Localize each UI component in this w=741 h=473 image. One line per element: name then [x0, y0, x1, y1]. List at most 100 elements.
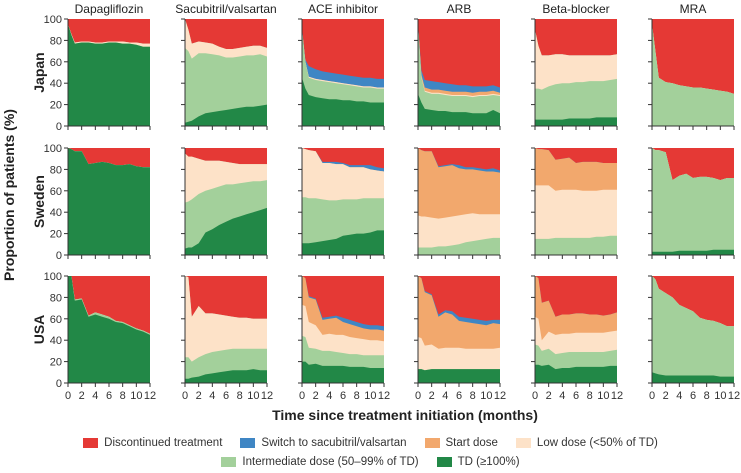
legend-label: TD (≥100%) [457, 456, 520, 468]
x-tick-label: 12 [494, 390, 506, 402]
x-tick-label: 6 [573, 390, 579, 402]
x-tick-label: 10 [480, 390, 492, 402]
x-tick-label: 12 [378, 390, 390, 402]
x-tick-label: 10 [714, 390, 726, 402]
row-label: USA [31, 315, 47, 345]
x-tick-label: 8 [237, 390, 243, 402]
x-axis-title: Time since treatment initiation (months) [272, 407, 538, 423]
legend-row-2: Intermediate dose (50–99% of TD) TD (≥10… [0, 454, 741, 470]
legend-label: Low dose (<50% of TD) [536, 437, 658, 449]
x-tick-label: 0 [415, 390, 421, 402]
area-intermediate [418, 24, 500, 126]
y-tick-label: 0 [56, 121, 62, 133]
x-tick-label: 6 [106, 390, 112, 402]
area-intermediate [652, 148, 734, 255]
x-tick-label: 2 [429, 390, 435, 402]
area-td [68, 148, 150, 255]
legend-swatch [424, 438, 440, 448]
x-tick-label: 0 [532, 390, 538, 402]
panel [414, 18, 501, 130]
x-tick-label: 0 [65, 390, 71, 402]
panel [648, 18, 735, 130]
area-td [418, 93, 500, 126]
area-td [652, 249, 734, 255]
y-tick-label: 0 [56, 250, 62, 262]
x-tick-label: 12 [144, 390, 156, 402]
x-tick-label: 4 [326, 390, 332, 402]
x-tick-label: 2 [196, 390, 202, 402]
y-tick-label: 60 [50, 57, 62, 69]
column-title: Dapagliflozin [75, 2, 144, 16]
x-tick-label: 4 [676, 390, 682, 402]
legend: Discontinued treatment Switch to sacubit… [0, 435, 741, 473]
panel: 0 2 4 6 8 10 12 [181, 275, 273, 402]
area-td [535, 117, 617, 126]
x-tick-label: 4 [442, 390, 448, 402]
x-tick-label: 4 [559, 390, 565, 402]
legend-label: Start dose [445, 437, 498, 449]
area-intermediate [185, 47, 267, 126]
y-tick-label: 20 [50, 229, 62, 241]
y-tick-label: 40 [50, 78, 62, 90]
y-tick-label: 80 [50, 35, 62, 47]
column-title: MRA [680, 2, 707, 16]
panel [181, 18, 268, 130]
y-axis-title: Proportion of patients (%) [1, 109, 17, 281]
legend-item-low: Low dose (<50% of TD) [515, 437, 658, 449]
x-tick-label: 10 [364, 390, 376, 402]
row-label: Sweden [31, 175, 47, 228]
y-tick-label: 100 [44, 271, 62, 283]
legend-item-intermediate: Intermediate dose (50–99% of TD) [221, 456, 419, 468]
legend-label: Discontinued treatment [104, 437, 223, 449]
y-tick-label: 40 [50, 335, 62, 347]
panel-grid: Dapagliflozin Sacubitril/valsartan ACE inh… [31, 2, 740, 402]
panel: 0 2 4 6 8 10 12 [648, 275, 740, 402]
panel [648, 147, 735, 259]
y-tick-label: 20 [50, 357, 62, 369]
x-tick-label: 8 [470, 390, 476, 402]
area-td [68, 276, 150, 383]
column-title: Sacubitril/valsartan [175, 2, 276, 16]
legend-swatch [436, 457, 452, 467]
area-td [652, 372, 734, 383]
legend-item-td: TD (≥100%) [436, 456, 520, 468]
area-td [418, 369, 500, 383]
x-tick-label: 8 [704, 390, 710, 402]
legend-swatch [515, 438, 531, 448]
area-td [185, 207, 267, 255]
x-tick-label: 6 [340, 390, 346, 402]
legend-item-switch: Switch to sacubitril/valsartan [240, 437, 407, 449]
chart-figure: Proportion of patients (%) Time since tr… [1, 2, 740, 423]
x-tick-label: 6 [456, 390, 462, 402]
column-title: Beta-blocker [542, 2, 609, 16]
area-td [185, 104, 267, 126]
x-tick-label: 0 [182, 390, 188, 402]
area-intermediate [418, 237, 500, 255]
column-title: ARB [447, 2, 472, 16]
x-tick-label: 8 [120, 390, 126, 402]
area-intermediate [535, 235, 617, 255]
x-tick-label: 6 [690, 390, 696, 402]
x-tick-label: 12 [611, 390, 623, 402]
area-td [302, 77, 384, 126]
y-tick-label: 80 [50, 292, 62, 304]
panel: 0 2 4 6 8 10 12 [414, 275, 506, 402]
panel [414, 147, 501, 259]
legend-row-1: Discontinued treatment Switch to sacubit… [0, 435, 741, 451]
x-tick-label: 2 [663, 390, 669, 402]
x-tick-label: 2 [546, 390, 552, 402]
x-tick-label: 8 [354, 390, 360, 402]
y-tick-label: 60 [50, 186, 62, 198]
area-td [302, 361, 384, 383]
area-td [535, 364, 617, 383]
x-tick-label: 12 [261, 390, 273, 402]
y-tick-label: 100 [44, 143, 62, 155]
panel [298, 147, 385, 259]
area-intermediate [535, 78, 617, 126]
x-tick-label: 10 [130, 390, 142, 402]
y-tick-label: 20 [50, 100, 62, 112]
y-tick-label: 0 [56, 378, 62, 390]
x-tick-label: 0 [299, 390, 305, 402]
y-tick-label: 80 [50, 164, 62, 176]
